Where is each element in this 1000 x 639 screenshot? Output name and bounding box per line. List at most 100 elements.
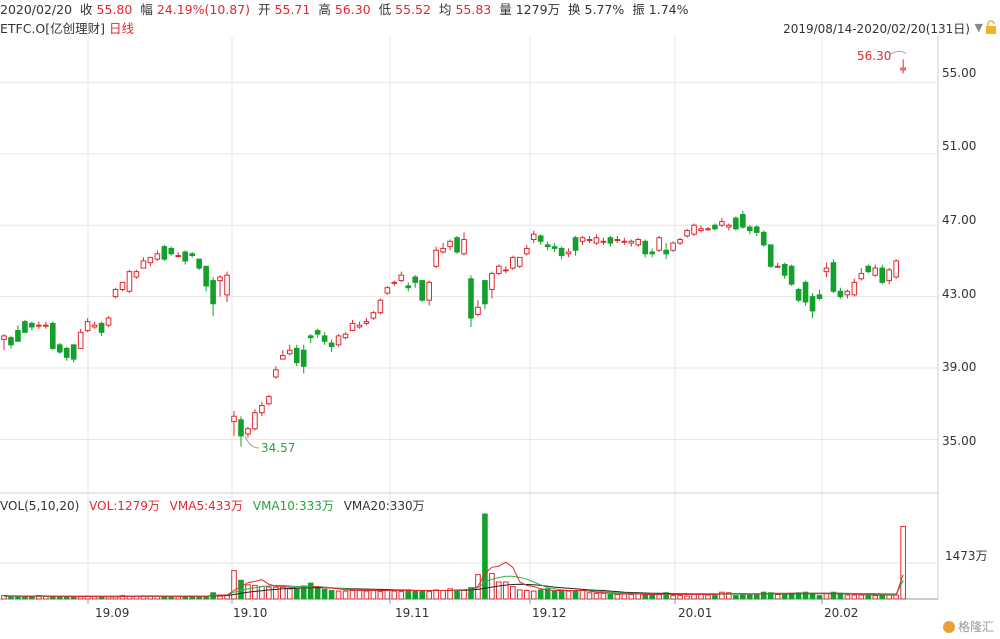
volume-bar [433, 589, 439, 600]
volume-bar [774, 593, 781, 600]
volume-bar [816, 595, 823, 600]
volume-bar [670, 595, 676, 600]
volume-bar [551, 590, 558, 600]
high-label: 高 [318, 2, 331, 17]
candle-body [642, 240, 649, 255]
candle-body [523, 247, 530, 255]
volume-bar [760, 591, 767, 600]
volume-bar [586, 592, 593, 600]
volume-bar [830, 591, 837, 600]
candle-body [893, 260, 899, 278]
candle-body [879, 267, 886, 283]
volume-bar [537, 589, 544, 600]
candle-body [677, 239, 683, 244]
candle-body [307, 335, 314, 339]
volume-bar [391, 590, 398, 600]
vma-lines [3, 561, 904, 598]
volume-bar [516, 589, 523, 600]
candle-body [133, 271, 140, 278]
volume-bar [280, 586, 286, 600]
candle-body [210, 280, 216, 305]
candle-body [886, 269, 892, 282]
candle-body [384, 287, 391, 294]
candle-body [15, 330, 21, 342]
candle-body [398, 274, 405, 282]
period-label[interactable]: 日线 [109, 21, 135, 36]
candle-body [259, 405, 265, 414]
volume-bar [565, 590, 572, 600]
candle-body [656, 237, 662, 251]
volume-bar [63, 596, 70, 600]
volume-bar [886, 594, 892, 600]
volume-bar [273, 586, 279, 600]
candle-body [321, 335, 328, 342]
candle-body [70, 344, 77, 360]
candle-body [816, 294, 823, 299]
candle-body [203, 265, 209, 287]
candle-body [182, 251, 189, 262]
volume-bar [168, 596, 175, 600]
candle-body [238, 419, 244, 437]
candle-body [684, 230, 690, 237]
candle-body [29, 322, 35, 328]
volume-indicator-bar: VOL(5,10,20) VOL:1279万 VMA5:433万 VMA10:3… [0, 497, 1000, 515]
candle-body [586, 239, 593, 242]
candle-body [565, 251, 572, 255]
volume-bar [607, 593, 614, 600]
candle-body [809, 296, 816, 312]
volume-bar [335, 590, 342, 600]
candle-body [154, 253, 161, 260]
volume-bar [77, 596, 84, 600]
lock-icon[interactable] [985, 20, 997, 34]
candle-body [356, 324, 363, 328]
candle-body [607, 237, 614, 244]
vol-value: VOL:1279万 [89, 499, 160, 513]
candle-body [217, 276, 223, 282]
volume-bar [119, 595, 126, 600]
date-range[interactable]: 2019/08/14-2020/02/20(131日) [783, 22, 970, 36]
vol-title[interactable]: VOL(5,10,20) [0, 499, 80, 513]
candle-body [795, 288, 802, 301]
dropdown-triangle-icon[interactable]: ▼ [974, 21, 983, 34]
volume-bar [405, 589, 412, 600]
volume-bar [823, 592, 830, 600]
candle-body [252, 412, 258, 430]
price-tick-51: 51.00 [942, 139, 976, 153]
volume-bar [224, 595, 230, 600]
candle-body [489, 272, 495, 290]
volume-bar [726, 592, 732, 600]
volume-bar [893, 594, 899, 600]
candle-body [579, 237, 586, 242]
vma10-value: VMA10:333万 [252, 499, 334, 513]
date-tick-19-09: 19.09 [95, 606, 129, 620]
candle-body [419, 280, 425, 301]
volume-bar [614, 593, 621, 600]
candle-body [391, 281, 398, 284]
volume-bar [802, 591, 809, 600]
candle-body [468, 278, 474, 319]
date-tick-19-10: 19.10 [233, 606, 267, 620]
max-price-label: 56.30 [857, 49, 891, 63]
volume-bar [91, 596, 98, 600]
candle-body [84, 321, 91, 332]
candle-body [746, 226, 753, 232]
candle-body [461, 239, 467, 255]
candle-body [363, 321, 370, 324]
candle-body [774, 265, 781, 268]
kline-chart[interactable]: 55.00 51.00 47.00 43.00 39.00 35.00 1473… [0, 36, 1000, 639]
candle-body [112, 288, 119, 298]
max-price-pointer [888, 50, 907, 56]
volume-bar [447, 588, 453, 600]
quote-bar: 2020/02/20 收 55.80 幅 24.19%(10.87) 开 55.71 … [0, 0, 1000, 20]
volume-bar [719, 591, 725, 600]
volume-bar [398, 591, 405, 600]
volume-bar [489, 573, 495, 600]
volume-bar [454, 590, 460, 600]
candle-body [189, 253, 195, 257]
candle-body [475, 306, 481, 315]
candle-body [851, 281, 858, 296]
candle-body [628, 240, 635, 244]
volume-bar [795, 592, 802, 600]
volume-bar [746, 594, 753, 600]
volume-bar [384, 590, 391, 600]
